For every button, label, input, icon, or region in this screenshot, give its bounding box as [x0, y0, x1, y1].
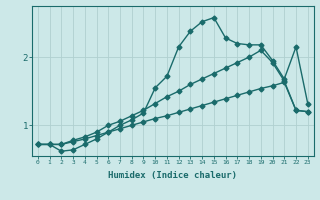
X-axis label: Humidex (Indice chaleur): Humidex (Indice chaleur)	[108, 171, 237, 180]
